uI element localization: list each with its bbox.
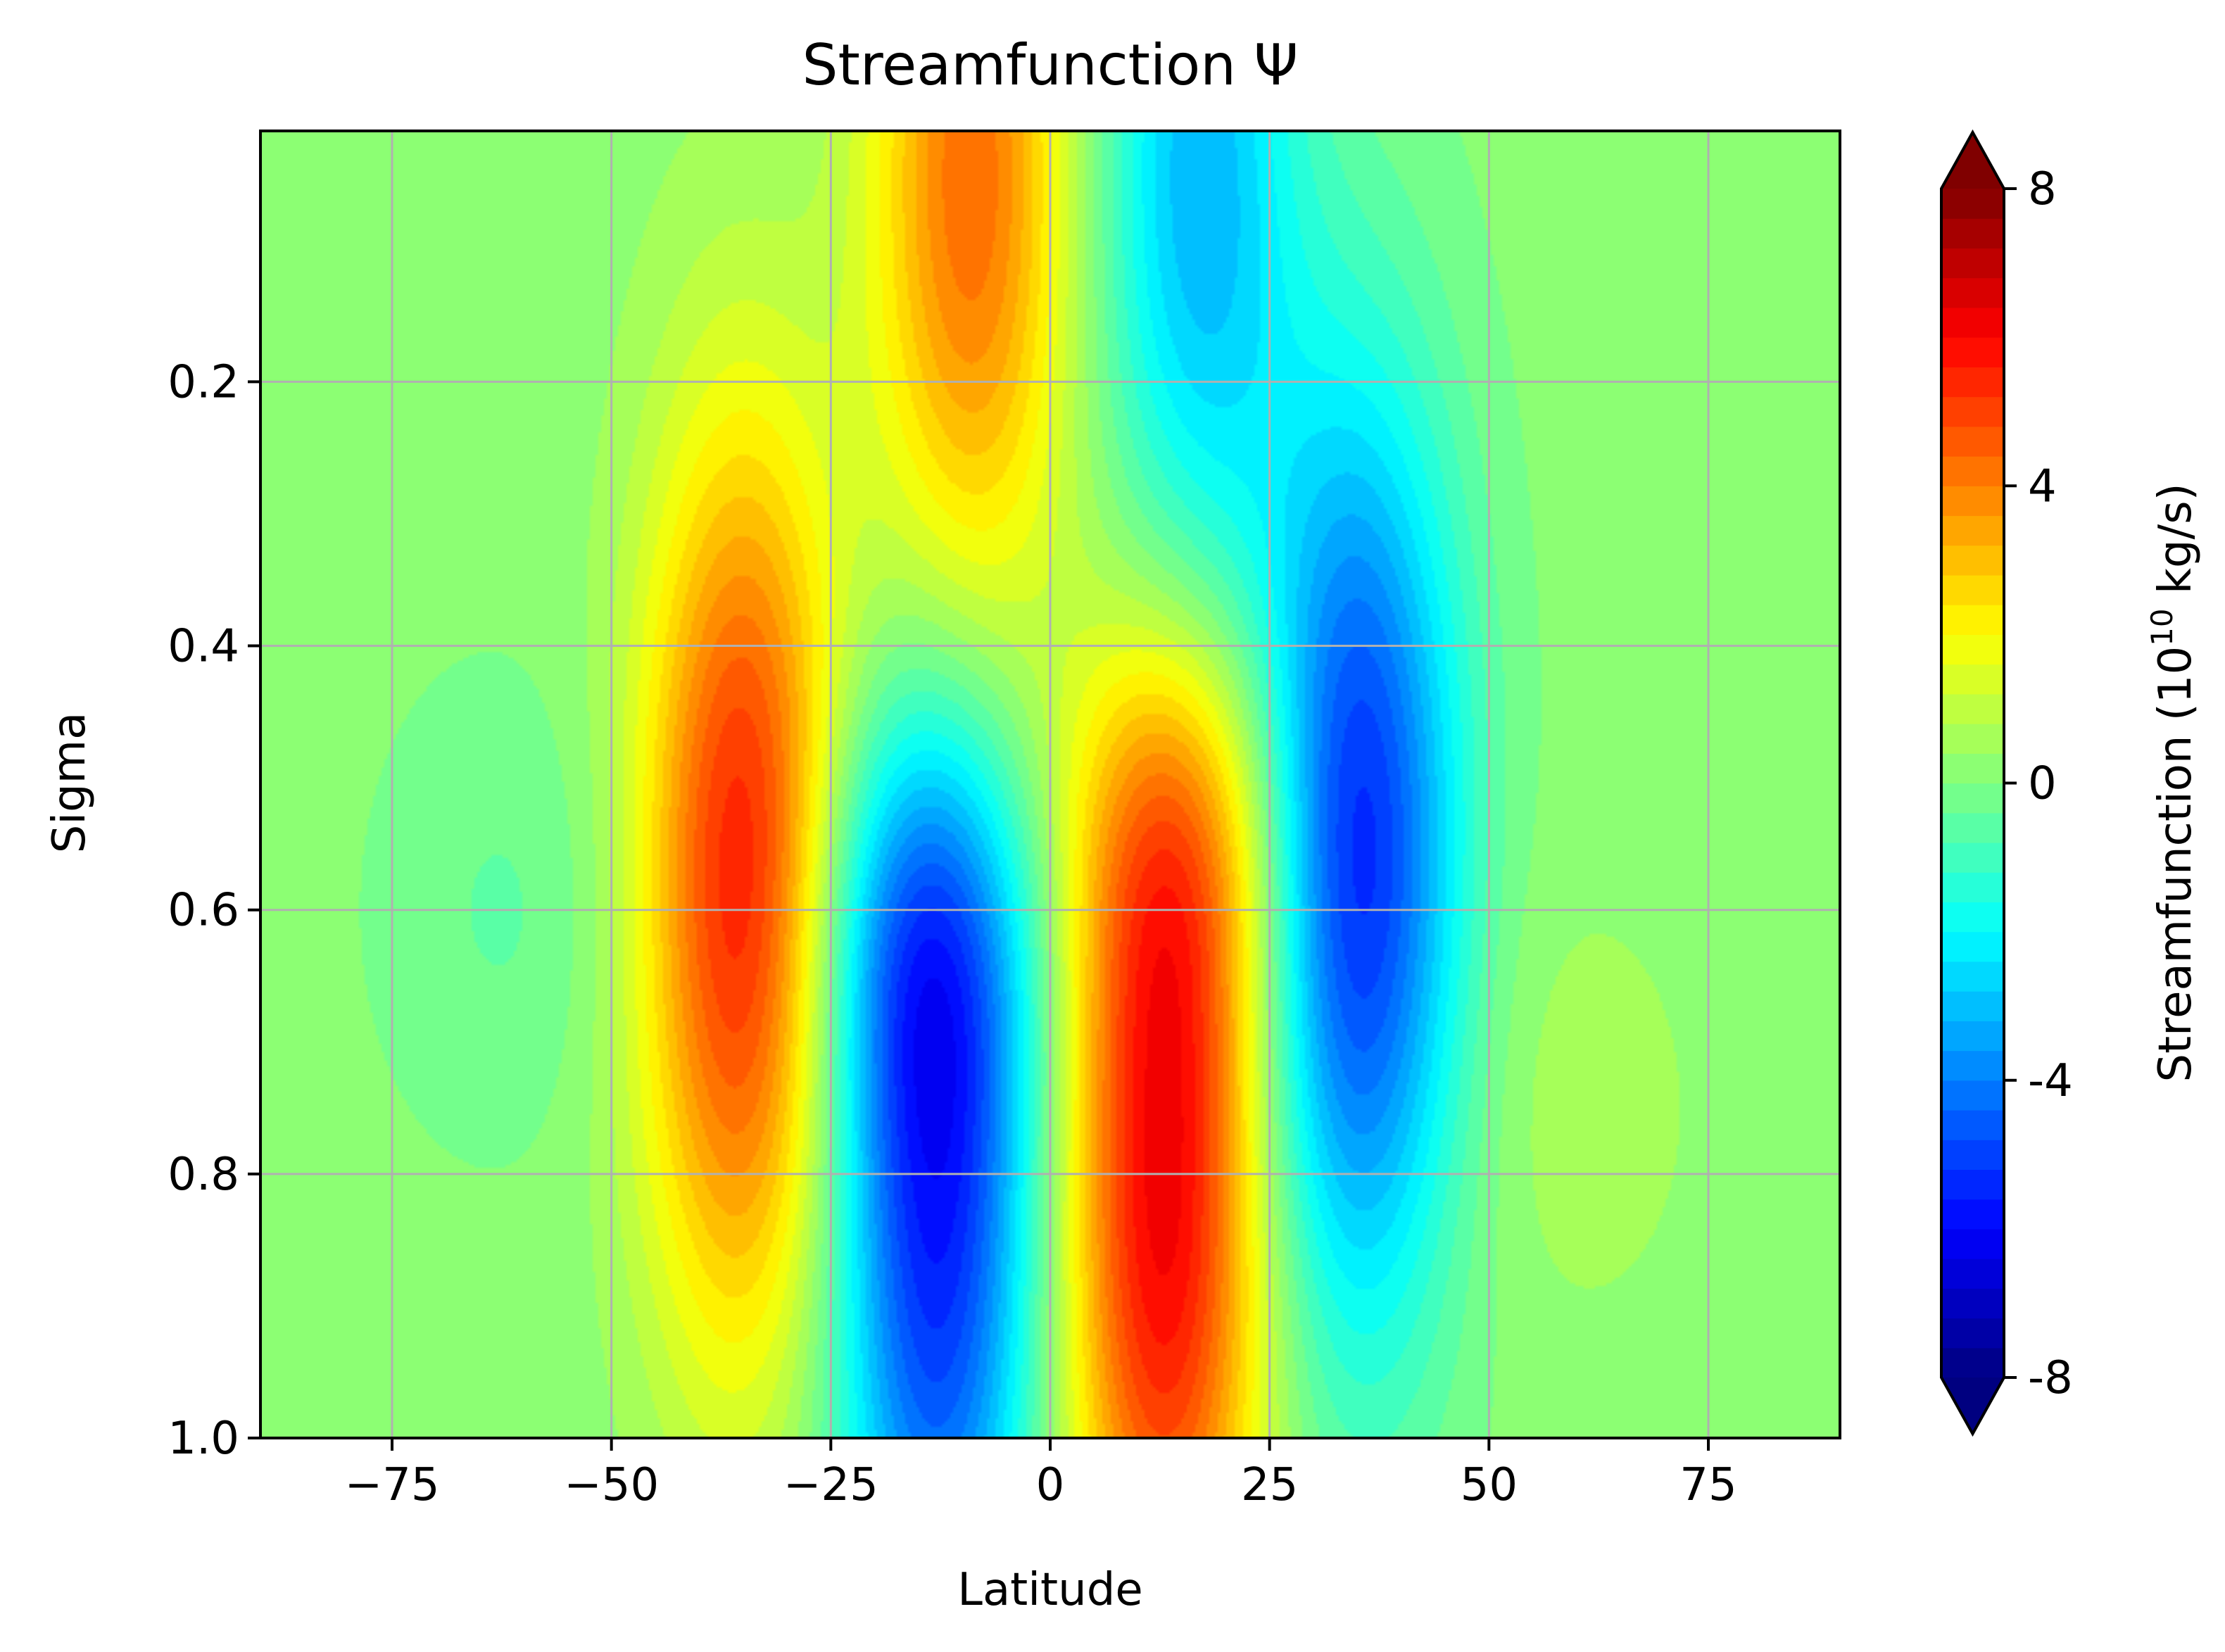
colorbar-band xyxy=(1941,605,2004,635)
colorbar-band xyxy=(1941,902,2004,933)
colorbar-band xyxy=(1941,1169,2004,1200)
colorbar-band xyxy=(1941,664,2004,695)
colorbar-band xyxy=(1941,1288,2004,1319)
colorbar-band xyxy=(1941,1318,2004,1349)
colorbar-ticks: -8 -4 0 4 8 xyxy=(2004,163,2073,1404)
colorbar-band xyxy=(1941,753,2004,784)
colorbar-band xyxy=(1941,1259,2004,1289)
colorbar-band xyxy=(1941,693,2004,724)
colorbar-band xyxy=(1941,545,2004,576)
colorbar-band xyxy=(1941,724,2004,754)
plot-area: −75 −50 −25 0 25 50 75 0.2 0.4 0.6 0.8 1.0 xyxy=(168,130,1841,1511)
colorbar-band xyxy=(1941,248,2004,279)
colorbar-label-suffix: kg/s) xyxy=(2150,483,2202,608)
x-tick-label: 75 xyxy=(1679,1459,1736,1511)
x-tick-label: −75 xyxy=(344,1459,439,1511)
colorbar-band xyxy=(1941,574,2004,605)
colorbar-band xyxy=(1941,367,2004,398)
x-axis-label: Latitude xyxy=(957,1564,1142,1616)
colorbar-label-exponent: 10 xyxy=(2145,608,2179,645)
x-tick-label: −25 xyxy=(783,1459,878,1511)
colorbar-band xyxy=(1941,307,2004,338)
colorbar-band xyxy=(1941,812,2004,843)
colorbar-band xyxy=(1941,1109,2004,1140)
x-tick-label: 25 xyxy=(1241,1459,1298,1511)
y-tick-label: 0.6 xyxy=(168,885,239,937)
colorbar: -8 -4 0 4 8 Streamfunction (1010 kg/s) xyxy=(1940,129,2202,1437)
colorbar-tick-label: 0 xyxy=(2028,758,2057,810)
colorbar-band xyxy=(1941,1080,2004,1111)
colorbar-band xyxy=(1941,872,2004,902)
colorbar-band xyxy=(1941,634,2004,665)
colorbar-band xyxy=(1941,189,2004,219)
colorbar-band xyxy=(1941,456,2004,486)
colorbar-band xyxy=(1941,1021,2004,1052)
colorbar-band xyxy=(1941,426,2004,457)
colorbar-band xyxy=(1941,783,2004,814)
y-tick-label: 0.2 xyxy=(168,356,239,408)
colorbar-band xyxy=(1941,337,2004,367)
grid-lines xyxy=(260,131,1840,1438)
chart-title: Streamfunction Ψ xyxy=(802,32,1299,98)
colorbar-band xyxy=(1941,931,2004,962)
colorbar-band xyxy=(1941,396,2004,427)
colorbar-bands xyxy=(1941,132,2004,1434)
colorbar-band xyxy=(1941,1140,2004,1171)
y-tick-label: 0.4 xyxy=(168,621,239,673)
colorbar-band xyxy=(1941,991,2004,1021)
colorbar-tick-label: -4 xyxy=(2028,1055,2073,1107)
colorbar-band xyxy=(1941,1050,2004,1081)
colorbar-band xyxy=(1941,1347,2004,1378)
colorbar-label-prefix: Streamfunction (10 xyxy=(2150,646,2202,1083)
colorbar-band xyxy=(1941,842,2004,873)
x-tick-label: −50 xyxy=(564,1459,659,1511)
y-axis-ticks: 0.2 0.4 0.6 0.8 1.0 xyxy=(168,356,260,1465)
y-tick-label: 0.8 xyxy=(168,1149,239,1201)
colorbar-extend-max xyxy=(1941,132,2004,189)
y-axis-label: Sigma xyxy=(44,712,96,854)
colorbar-band xyxy=(1941,218,2004,249)
x-tick-label: 50 xyxy=(1461,1459,1518,1511)
colorbar-band xyxy=(1941,515,2004,546)
colorbar-tick-label: 8 xyxy=(2028,163,2057,215)
colorbar-tick-label: 4 xyxy=(2028,460,2057,512)
x-tick-label: 0 xyxy=(1036,1459,1065,1511)
colorbar-band xyxy=(1941,1199,2004,1230)
colorbar-tick-label: -8 xyxy=(2028,1352,2073,1404)
colorbar-band xyxy=(1941,277,2004,308)
y-tick-label: 1.0 xyxy=(168,1413,239,1465)
x-axis-ticks: −75 −50 −25 0 25 50 75 xyxy=(344,1438,1737,1511)
colorbar-band xyxy=(1941,1228,2004,1259)
colorbar-label: Streamfunction (1010 kg/s) xyxy=(2145,483,2202,1082)
colorbar-band xyxy=(1941,486,2004,517)
colorbar-band xyxy=(1941,961,2004,992)
colorbar-extend-min xyxy=(1941,1377,2004,1434)
